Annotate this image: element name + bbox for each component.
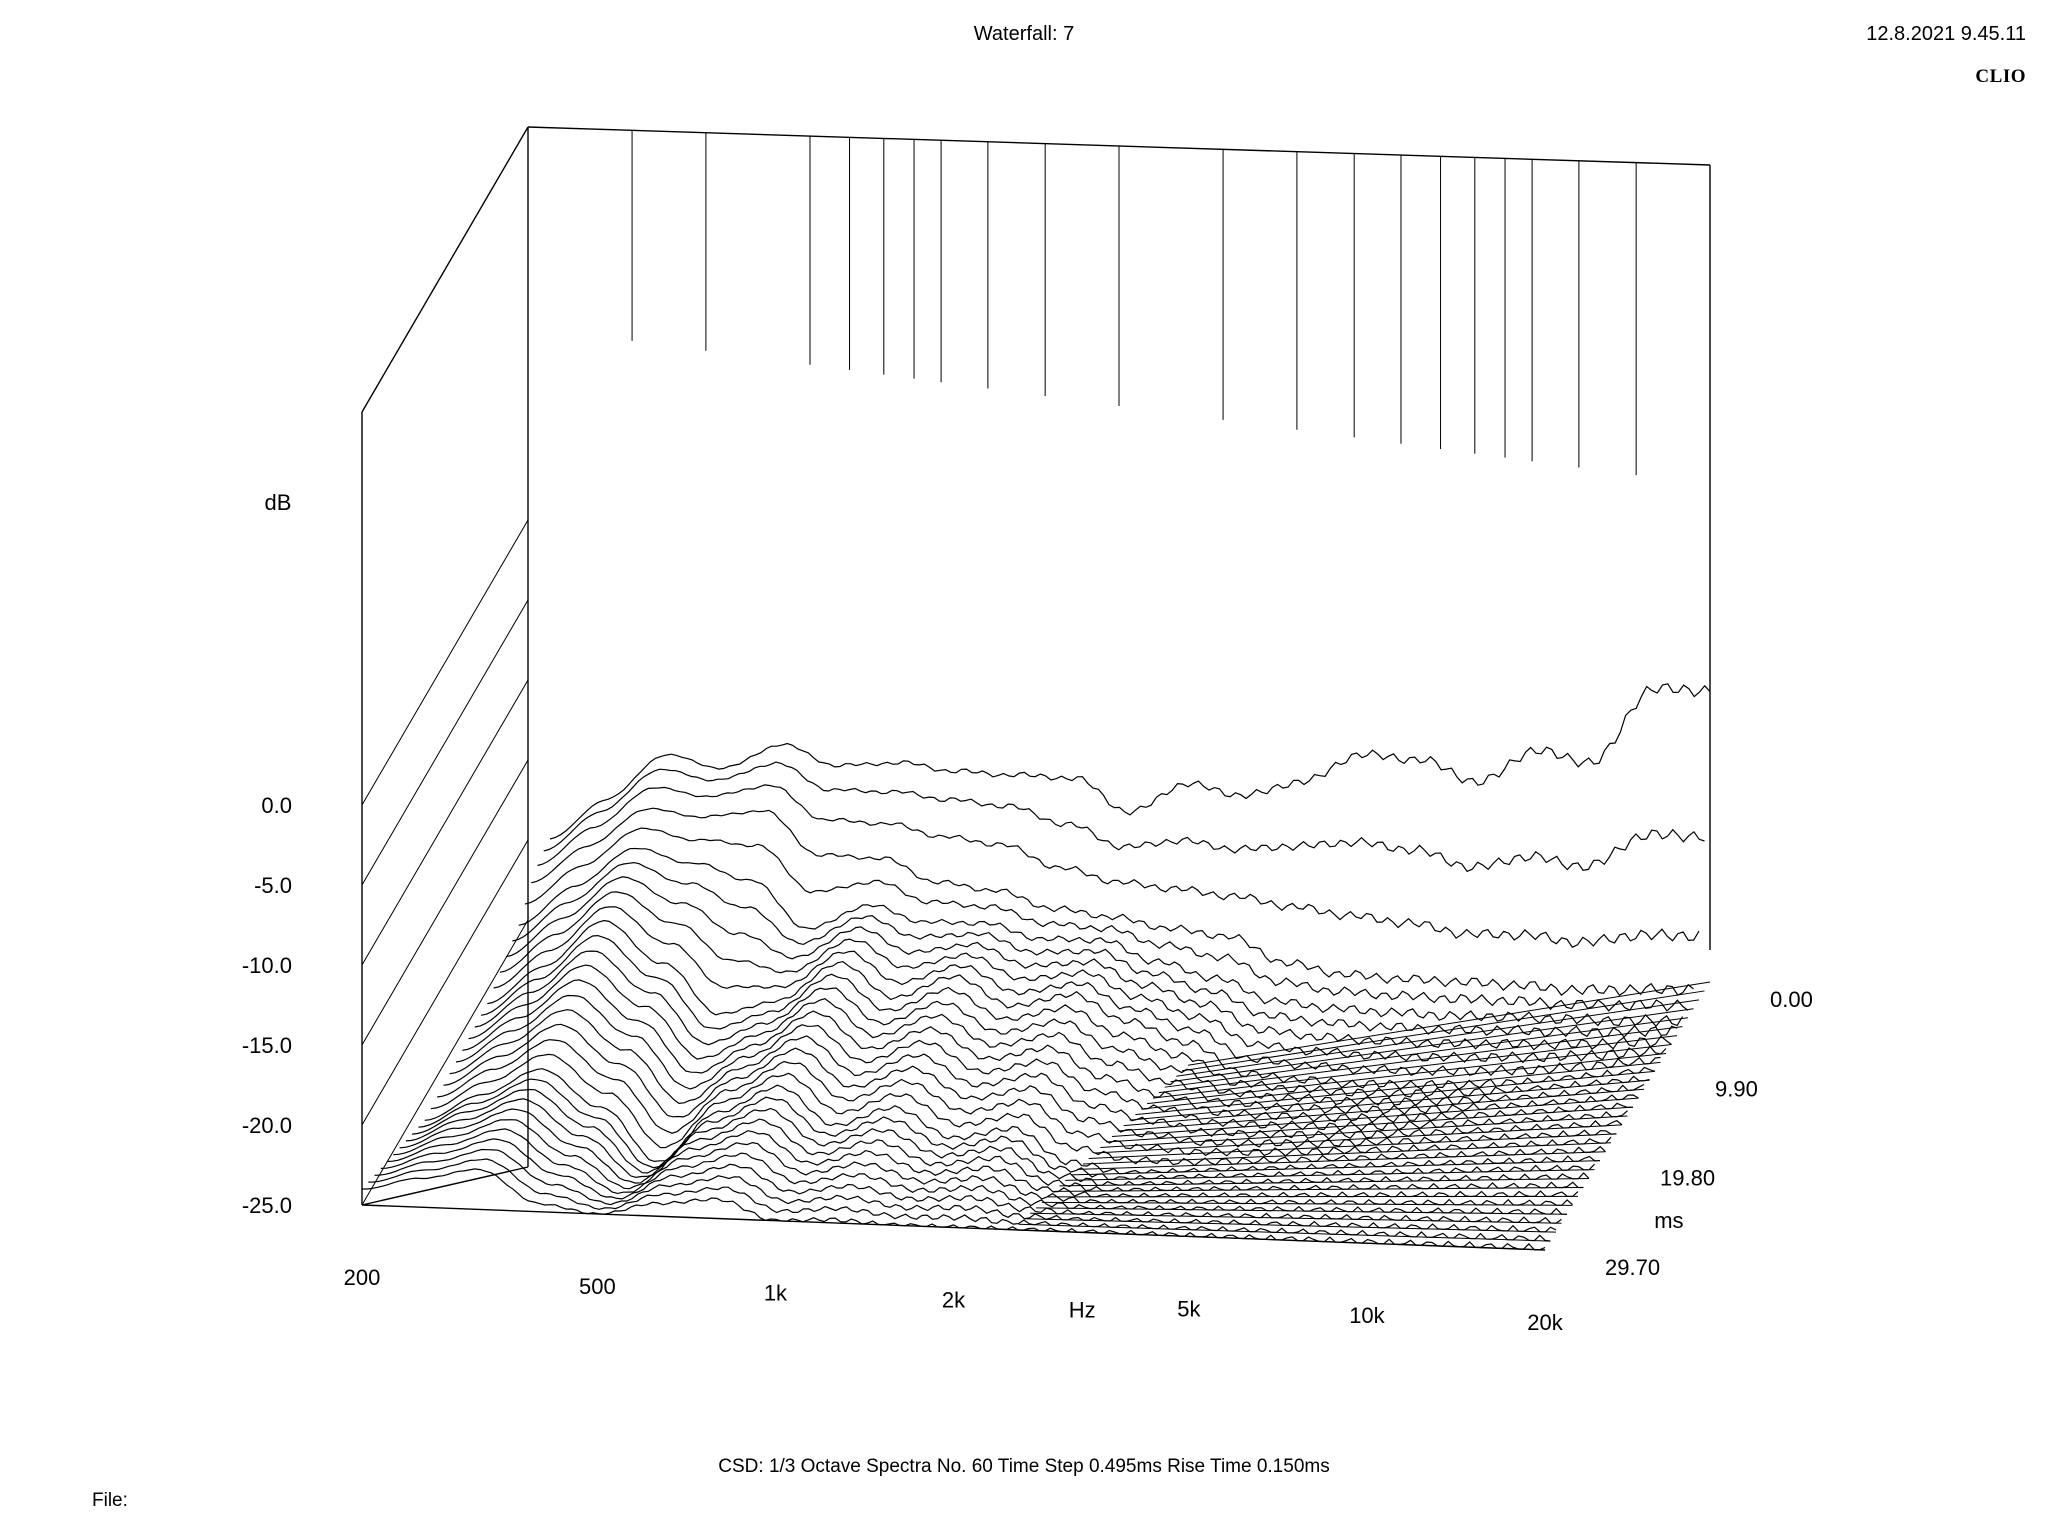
spectrum-line [393, 1119, 1573, 1206]
spectrum-line [543, 761, 1705, 873]
floor-time-line [1094, 1124, 1623, 1154]
db-gridline [361, 759, 529, 1046]
floor-time-line [1071, 1160, 1601, 1176]
spectrum-line [462, 979, 1634, 1124]
floor-time-line [1106, 1106, 1634, 1143]
floor-time-line [1111, 1097, 1639, 1138]
floor-time-line [1036, 1207, 1568, 1215]
y-tick-label: 0.0 [261, 793, 292, 818]
spectrum-line [474, 950, 1645, 1107]
floor-time-line [1076, 1151, 1606, 1170]
db-gridline [361, 679, 529, 966]
x-tick-label: 10k [1349, 1303, 1385, 1328]
db-gridline [361, 919, 529, 1206]
axis-labels: 0.0 -5.0 -10.0 -15.0 -20.0 -25.0 dB 200 500 1k 2k 5… [242, 490, 1813, 1335]
spectrum-line [399, 1108, 1579, 1198]
spectrum-line [443, 1023, 1617, 1149]
floor-time-line [1059, 1178, 1590, 1187]
floor-time-line [1018, 1223, 1551, 1242]
db-gridline [361, 839, 529, 1126]
frame-edge [361, 126, 529, 413]
z-axis-label: ms [1654, 1208, 1683, 1233]
floor-time-line [1041, 1201, 1573, 1206]
x-tick-label: 500 [579, 1274, 616, 1299]
spectrum-line [424, 1068, 1601, 1175]
spectrum-line [405, 1098, 1584, 1192]
spectrum-line [430, 1053, 1606, 1167]
spectrum-line [418, 1078, 1595, 1181]
x-tick-label: 20k [1527, 1310, 1563, 1335]
frame-edge [361, 1166, 529, 1206]
spectrum-line [387, 1128, 1568, 1215]
spectrum-line [499, 891, 1667, 1064]
floor-time-line [1176, 999, 1700, 1077]
y-tick-label: -15.0 [242, 1033, 292, 1058]
spectrum-line [505, 876, 1672, 1051]
spectrum-line [493, 906, 1661, 1077]
spectra-curves [362, 683, 1711, 1251]
x-tick-label: 1k [764, 1281, 788, 1306]
spectrum-line [468, 964, 1639, 1115]
z-tick-label: 9.90 [1715, 1076, 1758, 1101]
z-tick-label: 19.80 [1660, 1166, 1715, 1191]
spectrum-line [537, 784, 1700, 948]
floor-time-line [1141, 1052, 1667, 1110]
floor-time-line [1135, 1061, 1661, 1116]
floor-time-line [1024, 1218, 1557, 1233]
y-tick-label: -25.0 [242, 1193, 292, 1218]
z-tick-label: 0.00 [1770, 987, 1813, 1012]
floor-time-line [1187, 981, 1711, 1066]
floor-time-line [1123, 1079, 1650, 1127]
x-tick-label: 5k [1177, 1296, 1201, 1321]
measurement-settings: CSD: 1/3 Octave Spectra No. 60 Time Step… [718, 1456, 1330, 1477]
x-axis-label: Hz [1069, 1297, 1096, 1322]
spectrum-line [412, 1088, 1590, 1186]
spectrum-line [549, 683, 1711, 840]
spectrum-line [480, 934, 1650, 1099]
floor-time-line [1053, 1186, 1584, 1192]
x-tick-label: 2k [942, 1288, 966, 1313]
spectrum-line [531, 807, 1694, 997]
floor-time-line [1129, 1070, 1656, 1121]
spectrum-line [487, 919, 1656, 1091]
x-tick-label: 200 [344, 1265, 381, 1290]
plot-frame [361, 126, 1711, 1251]
y-axis-label: dB [265, 490, 292, 515]
y-tick-label: -5.0 [254, 873, 292, 898]
spectrum-line [374, 1148, 1557, 1233]
spectrum-line [455, 994, 1628, 1132]
spectrum-line [512, 861, 1678, 1038]
timestamp: 12.8.2021 9.45.11 [1866, 23, 2026, 45]
y-tick-label: -10.0 [242, 953, 292, 978]
spectrum-line [368, 1158, 1551, 1242]
db-gridline [361, 519, 529, 806]
floor-time-line [1088, 1133, 1617, 1159]
spectrum-line [449, 1009, 1623, 1140]
chart-title: Waterfall: 7 [973, 23, 1075, 45]
spectrum-line [437, 1039, 1612, 1157]
file-label: File: [92, 1490, 128, 1511]
spectrum-line [362, 1168, 1546, 1251]
z-tick-label: 29.70 [1605, 1255, 1660, 1280]
brand-label: CLIO [1975, 66, 2026, 87]
db-gridline [361, 599, 529, 886]
y-tick-label: -20.0 [242, 1113, 292, 1138]
floor-time-line [1164, 1017, 1689, 1088]
spectrum-line [524, 827, 1689, 1012]
spectrum-line [380, 1138, 1562, 1224]
spectrum-line [518, 847, 1684, 1028]
floor-time-line [1182, 990, 1705, 1072]
